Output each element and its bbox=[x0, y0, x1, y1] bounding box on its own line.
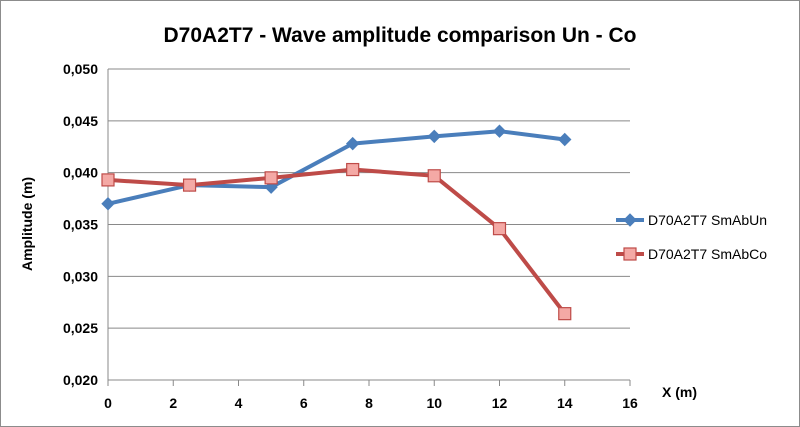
x-tick-label: 0 bbox=[104, 395, 112, 411]
y-tick-label: 0,020 bbox=[63, 372, 98, 388]
data-point bbox=[264, 171, 278, 185]
series-1 bbox=[101, 124, 572, 211]
chart-title: D70A2T7 - Wave amplitude comparison Un -… bbox=[164, 24, 637, 47]
x-tick-labels: 0 2 4 6 8 10 12 14 16 bbox=[104, 395, 638, 411]
x-tick-label: 8 bbox=[365, 395, 373, 411]
x-axis-label: X (m) bbox=[662, 384, 697, 400]
y-tick-label: 0,030 bbox=[63, 268, 98, 284]
data-point bbox=[492, 124, 507, 138]
y-tick-label: 0,035 bbox=[63, 217, 98, 233]
data-point bbox=[427, 129, 441, 144]
y-tick-labels: 0,020 0,025 0,030 0,035 0,040 0,045 0,050 bbox=[63, 61, 98, 388]
y-tick-label: 0,025 bbox=[63, 320, 98, 336]
data-point bbox=[427, 169, 441, 183]
x-tick-label: 4 bbox=[235, 395, 243, 411]
x-tick-label: 12 bbox=[492, 395, 508, 411]
series-line bbox=[107, 167, 567, 315]
data-point bbox=[492, 222, 507, 236]
y-axis-label: Amplitude (m) bbox=[19, 177, 35, 271]
data-point bbox=[558, 307, 572, 321]
legend-item: D70A2T7 SmAbUn bbox=[616, 212, 767, 228]
y-tick-label: 0,040 bbox=[63, 165, 98, 181]
data-point bbox=[345, 136, 360, 151]
series-layer bbox=[101, 124, 572, 321]
legend-item: D70A2T7 SmAbCo bbox=[616, 246, 767, 262]
y-tick-label: 0,050 bbox=[63, 61, 98, 77]
series-line bbox=[107, 129, 566, 206]
data-point bbox=[101, 197, 115, 211]
x-tick-label: 16 bbox=[622, 395, 638, 411]
legend-label: D70A2T7 SmAbUn bbox=[648, 212, 767, 228]
x-tick-label: 6 bbox=[300, 395, 308, 411]
legend-marker bbox=[623, 213, 637, 227]
data-point bbox=[558, 132, 572, 147]
x-tick-label: 2 bbox=[169, 395, 177, 411]
x-tick-label: 10 bbox=[426, 395, 442, 411]
legend: D70A2T7 SmAbUn D70A2T7 SmAbCo bbox=[616, 212, 767, 262]
data-point bbox=[101, 173, 115, 187]
gridlines bbox=[108, 68, 630, 329]
data-point bbox=[346, 162, 360, 177]
x-tick-label: 14 bbox=[557, 395, 573, 411]
axes bbox=[107, 69, 631, 386]
y-tick-label: 0,045 bbox=[63, 113, 98, 129]
legend-marker bbox=[623, 247, 637, 261]
series-2 bbox=[101, 162, 572, 321]
legend-label: D70A2T7 SmAbCo bbox=[648, 246, 767, 262]
data-point bbox=[182, 178, 197, 192]
